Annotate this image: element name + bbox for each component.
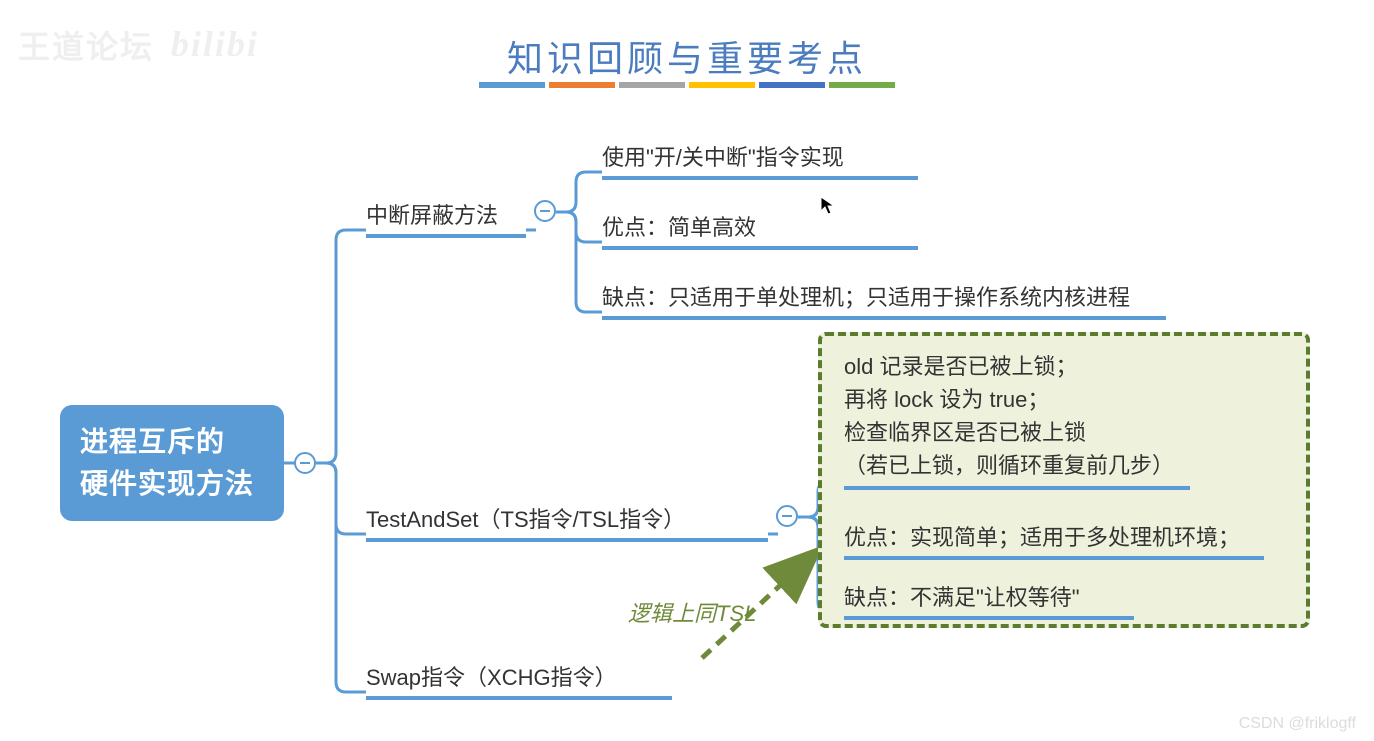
node-m2-desc[interactable]: old 记录是否已被上锁； 再将 lock 设为 true； 检查临界区是否已被…	[844, 350, 1190, 490]
collapse-toggle-m2[interactable]	[776, 505, 798, 527]
node-interrupt-mask[interactable]: 中断屏蔽方法	[366, 198, 526, 238]
mouse-cursor-icon	[820, 196, 836, 221]
node-m2b-text: 优点：实现简单；适用于多处理机环境；	[844, 525, 1240, 550]
annotation-tsl: 逻辑上同TSL	[628, 596, 756, 628]
divider-seg-0	[479, 82, 545, 88]
divider-seg-4	[759, 82, 825, 88]
collapse-toggle-m1[interactable]	[534, 200, 556, 222]
node-m1-impl[interactable]: 使用"开/关中断"指令实现	[602, 140, 918, 180]
node-m2-con[interactable]: 缺点：不满足"让权等待"	[844, 580, 1134, 620]
title-divider	[479, 82, 895, 88]
root-node[interactable]: 进程互斥的 硬件实现方法	[60, 405, 284, 521]
divider-seg-1	[549, 82, 615, 88]
node-m1-pro[interactable]: 优点：简单高效	[602, 210, 918, 250]
divider-seg-5	[829, 82, 895, 88]
node-m1b-text: 优点：简单高效	[602, 215, 756, 240]
node-m1-con[interactable]: 缺点：只适用于单处理机；只适用于操作系统内核进程	[602, 280, 1166, 320]
page-title: 知识回顾与重要考点	[0, 30, 1374, 82]
node-m3-text: Swap指令（XCHG指令）	[366, 665, 617, 690]
node-m1c-text: 缺点：只适用于单处理机；只适用于操作系统内核进程	[602, 285, 1130, 310]
divider-seg-3	[689, 82, 755, 88]
node-swap[interactable]: Swap指令（XCHG指令）	[366, 660, 672, 700]
node-m2-text: TestAndSet（TS指令/TSL指令）	[366, 507, 685, 532]
root-line1: 进程互斥的	[80, 421, 284, 463]
collapse-toggle-root[interactable]	[294, 452, 316, 474]
root-line2: 硬件实现方法	[80, 463, 284, 505]
divider-seg-2	[619, 82, 685, 88]
node-m1a-text: 使用"开/关中断"指令实现	[602, 145, 844, 170]
node-m2c-text: 缺点：不满足"让权等待"	[844, 585, 1080, 610]
node-m2-pro[interactable]: 优点：实现简单；适用于多处理机环境；	[844, 520, 1264, 560]
title-text: 知识回顾与重要考点	[507, 38, 867, 79]
node-testandset[interactable]: TestAndSet（TS指令/TSL指令）	[366, 502, 768, 542]
node-m1-text: 中断屏蔽方法	[366, 203, 498, 228]
annotation-text: 逻辑上同TSL	[628, 601, 756, 626]
watermark-csdn: CSDN @friklogff	[1239, 715, 1356, 733]
